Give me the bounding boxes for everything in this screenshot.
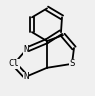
Text: Cl: Cl xyxy=(9,59,19,68)
Text: N: N xyxy=(23,46,29,54)
Text: N: N xyxy=(23,72,29,81)
Text: S: S xyxy=(69,59,75,68)
